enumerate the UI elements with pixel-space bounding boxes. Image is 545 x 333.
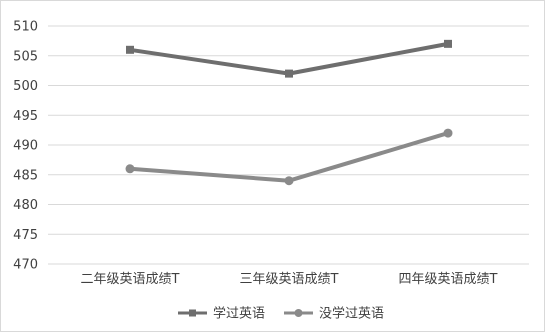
y-tick-label: 485: [13, 168, 38, 183]
data-point-circle: [125, 164, 135, 174]
y-tick-label: 510: [13, 20, 38, 35]
y-tick-label: 475: [13, 228, 38, 243]
legend-item-1: 没学过英语: [284, 306, 384, 322]
legend-label: 学过英语: [213, 306, 265, 322]
x-category-label: 三年级英语成绩T: [240, 272, 339, 287]
y-tick-label: 495: [13, 109, 38, 124]
series-line-1: [128, 131, 450, 183]
series-line-0: [128, 41, 450, 76]
y-tick-label: 500: [13, 79, 38, 94]
gridlines: [48, 25, 529, 265]
y-tick-label: 490: [13, 139, 38, 154]
data-point-circle: [443, 128, 453, 138]
data-point-square: [285, 69, 293, 78]
series-lines: [125, 39, 453, 186]
y-tick-label: 480: [13, 198, 38, 213]
y-tick-label: 505: [13, 49, 38, 64]
data-point-square: [126, 45, 134, 54]
y-axis-tick-labels: 470 475 480 485 490 495 500 505 510: [13, 20, 38, 273]
legend: 学过英语 没学过英语: [178, 306, 384, 322]
legend-marker-square: [189, 309, 196, 317]
x-category-label: 四年级英语成绩T: [399, 272, 498, 287]
y-tick-label: 470: [13, 258, 38, 273]
data-point-square: [444, 39, 452, 48]
x-category-label: 二年级英语成绩T: [81, 272, 180, 287]
legend-item-0: 学过英语: [178, 306, 265, 322]
data-point-circle: [284, 176, 294, 186]
legend-label: 没学过英语: [319, 306, 384, 322]
legend-marker-circle: [294, 309, 303, 317]
x-axis-category-labels: 二年级英语成绩T 三年级英语成绩T 四年级英语成绩T: [81, 272, 498, 287]
